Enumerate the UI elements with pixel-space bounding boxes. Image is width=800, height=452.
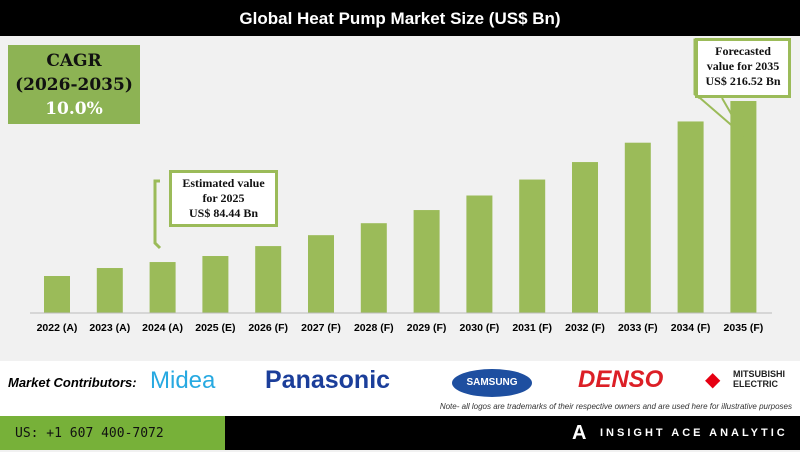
- x-tick-label: 2035 (F): [724, 322, 764, 334]
- callout-line: value for 2035: [706, 59, 780, 73]
- mitsubishi-diamonds-icon: ◆: [705, 369, 721, 391]
- bar-2032: [572, 162, 598, 313]
- bar-2027: [308, 235, 334, 313]
- footer: US: +1 607 400-7072 A INSIGHT ACE ANALYT…: [0, 416, 800, 450]
- cagr-period: (2026-2035): [15, 75, 133, 95]
- trademark-note: Note- all logos are trademarks of their …: [439, 402, 792, 411]
- contributors-label: Market Contributors:: [8, 375, 137, 390]
- x-tick-label: 2032 (F): [565, 322, 605, 334]
- callout-line: for 2025: [202, 191, 245, 205]
- callout-line: US$ 216.52 Bn: [705, 74, 781, 88]
- samsung-logo: SAMSUNG: [452, 369, 532, 397]
- cagr-value: 10.0%: [45, 99, 103, 119]
- x-tick-label: 2026 (F): [248, 322, 288, 334]
- mitsubishi-line: ELECTRIC: [733, 379, 778, 389]
- forecast-callout: Forecasted value for 2035 US$ 216.52 Bn: [695, 38, 791, 98]
- x-tick-label: 2033 (F): [618, 322, 658, 334]
- cagr-box: CAGR (2026-2035) 10.0%: [8, 45, 140, 124]
- bar-2033: [624, 142, 651, 313]
- phone-number: US: +1 607 400-7072: [0, 416, 225, 450]
- bar-2028: [360, 223, 387, 313]
- x-tick-label: 2023 (A): [89, 322, 130, 334]
- callout-line: Estimated value: [182, 176, 265, 190]
- bar-2024: [149, 262, 176, 313]
- mitsubishi-line: MITSUBISHI: [733, 369, 786, 379]
- panasonic-logo: Panasonic: [265, 366, 391, 394]
- brand-name: INSIGHT ACE ANALYTIC: [600, 427, 788, 439]
- x-tick-label: 2022 (A): [37, 322, 78, 334]
- bar-2023: [96, 268, 123, 313]
- cagr-label: CAGR: [46, 51, 102, 71]
- x-tick-label: 2028 (F): [354, 322, 394, 334]
- denso-logo: DENSO: [578, 366, 664, 393]
- x-tick-label: 2027 (F): [301, 322, 341, 334]
- bar-2025: [202, 256, 229, 313]
- estimated-callout: Estimated value for 2025 US$ 84.44 Bn: [169, 170, 278, 227]
- forecast-leader: [699, 97, 745, 137]
- x-tick-label: 2031 (F): [512, 322, 552, 334]
- x-tick-label: 2030 (F): [460, 322, 500, 334]
- x-tick-label: 2024 (A): [142, 322, 183, 334]
- estimated-bracket: [153, 179, 162, 250]
- bar-2026: [255, 246, 282, 313]
- bar-2035: [730, 101, 757, 313]
- bar-2034: [677, 121, 704, 313]
- chart-title: Global Heat Pump Market Size (US$ Bn): [0, 0, 800, 36]
- bar-2030: [466, 195, 493, 313]
- callout-line: US$ 84.44 Bn: [188, 206, 259, 220]
- brand-logo-icon: A: [572, 422, 587, 444]
- x-tick-label: 2029 (F): [407, 322, 447, 334]
- callout-line: Forecasted: [715, 44, 771, 58]
- bar-2029: [413, 210, 440, 313]
- contributors-strip: Market Contributors: Midea Panasonic SAM…: [0, 361, 800, 416]
- x-tick-label: 2025 (E): [195, 322, 235, 334]
- midea-logo: Midea: [150, 367, 216, 394]
- bar-2022: [44, 276, 70, 313]
- mitsubishi-logo: MITSUBISHI ELECTRIC: [733, 369, 785, 389]
- bar-chart: 2022 (A) 2023 (A) 2024 (A) 2025 (E) 2026 (F)…: [30, 38, 772, 334]
- x-tick-label: 2034 (F): [671, 322, 711, 334]
- bar-2031: [519, 179, 546, 313]
